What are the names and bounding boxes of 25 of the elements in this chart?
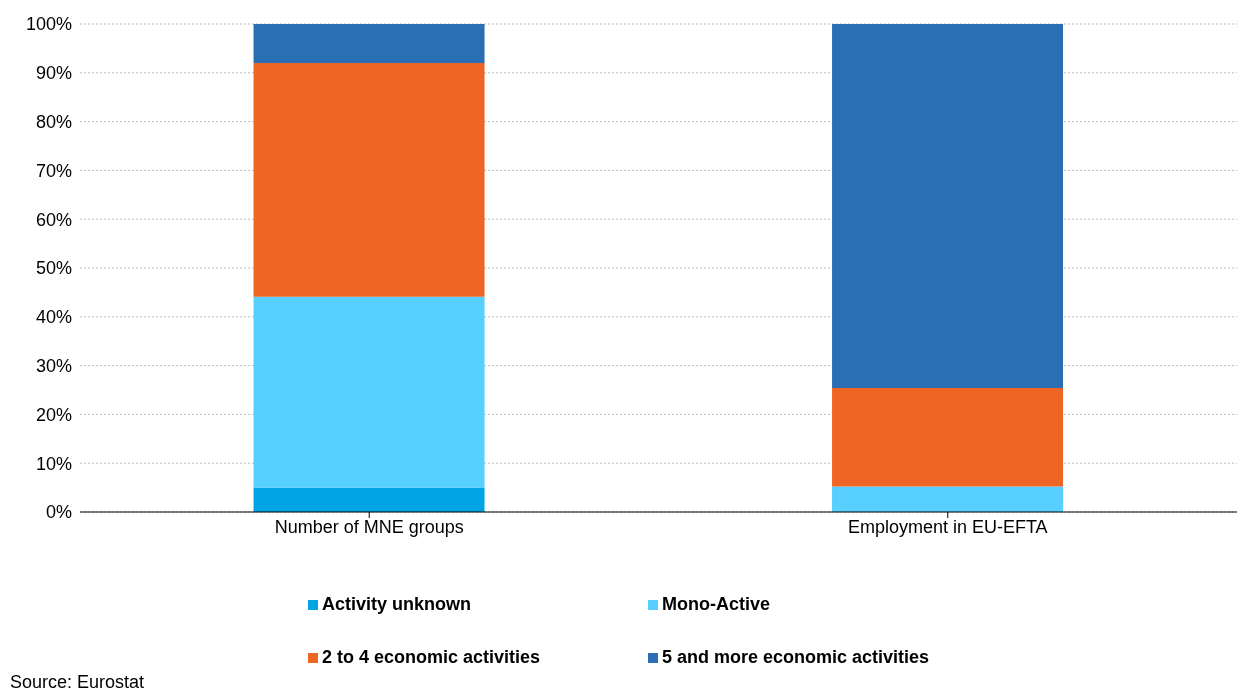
legend-label: Mono-Active bbox=[662, 594, 770, 615]
source-note: Source: Eurostat bbox=[10, 672, 145, 693]
bar bbox=[832, 24, 1064, 389]
y-tick-label: 100% bbox=[25, 14, 72, 35]
legend-label: Activity unknown bbox=[322, 594, 472, 615]
y-tick-label: 30% bbox=[35, 355, 72, 376]
x-tick-label: Employment in EU-EFTA bbox=[847, 516, 1048, 537]
bar bbox=[832, 486, 1064, 512]
y-tick-label: 80% bbox=[35, 111, 72, 132]
y-tick-label: 50% bbox=[35, 258, 72, 279]
y-tick-label: 70% bbox=[35, 160, 72, 181]
bar bbox=[253, 63, 485, 297]
y-tick-label: 40% bbox=[35, 307, 72, 328]
bar bbox=[253, 296, 485, 488]
y-tick-label: 90% bbox=[35, 63, 72, 84]
legend-label: 2 to 4 economic activities bbox=[322, 647, 541, 668]
y-tick-label: 60% bbox=[35, 209, 72, 230]
x-tick-label: Number of MNE groups bbox=[274, 516, 464, 537]
bar bbox=[253, 487, 485, 512]
bar bbox=[832, 388, 1064, 487]
y-tick-label: 20% bbox=[35, 404, 72, 425]
legend-label: 5 and more economic activities bbox=[662, 647, 930, 668]
y-tick-label: 0% bbox=[45, 502, 72, 523]
y-tick-label: 10% bbox=[35, 453, 72, 474]
bar bbox=[253, 24, 485, 64]
